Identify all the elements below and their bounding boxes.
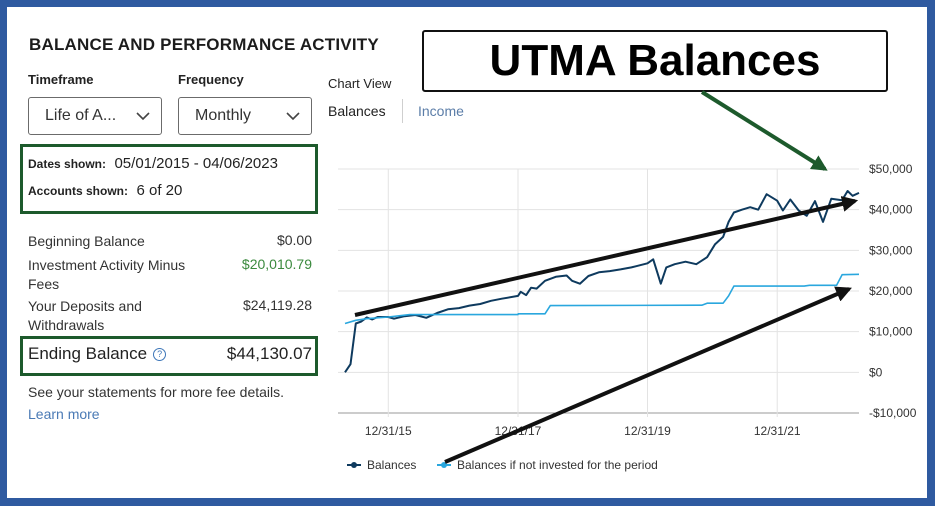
- y-tick-label: $10,000: [869, 325, 913, 339]
- chevron-down-icon: [286, 112, 300, 121]
- dates-label: Dates shown:: [28, 157, 107, 171]
- ending-balance-value: $44,130.07: [226, 344, 312, 363]
- x-tick-label: 12/31/21: [754, 424, 801, 438]
- investment-activity-value: $20,010.79: [241, 256, 312, 272]
- balance-chart: $50,000 $40,000 $30,000 $20,000 $10,000 $0 -$1…: [338, 90, 917, 472]
- ending-balance: Ending Balance?: [28, 344, 167, 364]
- frequency-value: Monthly: [195, 107, 252, 124]
- series-line-not-invested: [344, 273, 860, 325]
- y-tick-label: $30,000: [869, 243, 913, 257]
- legend-swatch-dot: [441, 462, 447, 468]
- ending-balance-highlight: [20, 336, 318, 376]
- dates-value: 05/01/2015 - 04/06/2023: [114, 155, 278, 172]
- ending-balance-label: Ending Balance: [28, 344, 148, 363]
- dates-accounts-highlight: [20, 144, 318, 214]
- investment-activity-label: Investment Activity Minus Fees: [28, 257, 186, 292]
- black-arrow-not-invested: [444, 286, 852, 464]
- legend-item-balances: Balances: [367, 458, 416, 472]
- legend-swatch-dot: [351, 462, 357, 468]
- timeframe-label: Timeframe: [28, 72, 94, 87]
- frequency-label: Frequency: [178, 72, 244, 87]
- black-arrow-balances: [354, 196, 859, 317]
- x-tick-label: 12/31/19: [624, 424, 671, 438]
- help-icon[interactable]: ?: [153, 348, 167, 362]
- chart-view-label: Chart View: [328, 76, 392, 91]
- fee-note: See your statements for more fee details…: [28, 384, 285, 400]
- tab-balances[interactable]: Balances: [328, 103, 386, 119]
- tab-income[interactable]: Income: [418, 103, 464, 119]
- y-tick-label: $50,000: [869, 162, 913, 176]
- chevron-down-icon: [136, 112, 150, 121]
- accounts-value[interactable]: 6 of 20: [136, 182, 183, 199]
- y-tick-label: -$10,000: [869, 406, 917, 420]
- tab-divider: [402, 99, 403, 123]
- deposits-withdrawals-value: $24,119.28: [242, 297, 312, 313]
- accounts-label: Accounts shown:: [28, 184, 129, 198]
- dates-shown: Dates shown: 05/01/2015 - 04/06/2023: [28, 155, 278, 173]
- accounts-shown: Accounts shown: 6 of 20: [28, 182, 182, 200]
- page-title: BALANCE AND PERFORMANCE ACTIVITY: [29, 35, 379, 54]
- timeframe-value: Life of A...: [45, 107, 117, 124]
- frequency-select[interactable]: Monthly: [178, 97, 312, 135]
- timeframe-select[interactable]: Life of A...: [28, 97, 162, 135]
- series-line-balances: [344, 190, 860, 373]
- utma-callout: UTMA Balances: [422, 30, 888, 92]
- deposits-withdrawals-label: Your Deposits and Withdrawals: [28, 298, 142, 333]
- x-tick-label: 12/31/15: [365, 424, 412, 438]
- beginning-balance-label: Beginning Balance: [28, 233, 145, 249]
- legend-item-not-invested: Balances if not invested for the period: [457, 458, 658, 472]
- y-tick-label: $40,000: [869, 203, 913, 217]
- page-frame: BALANCE AND PERFORMANCE ACTIVITY Timefra…: [7, 7, 927, 498]
- learn-more-link[interactable]: Learn more: [28, 406, 100, 422]
- beginning-balance-value: $0.00: [276, 232, 312, 248]
- y-tick-label: $0: [869, 365, 883, 379]
- green-arrow: [700, 90, 828, 171]
- y-tick-label: $20,000: [869, 284, 913, 298]
